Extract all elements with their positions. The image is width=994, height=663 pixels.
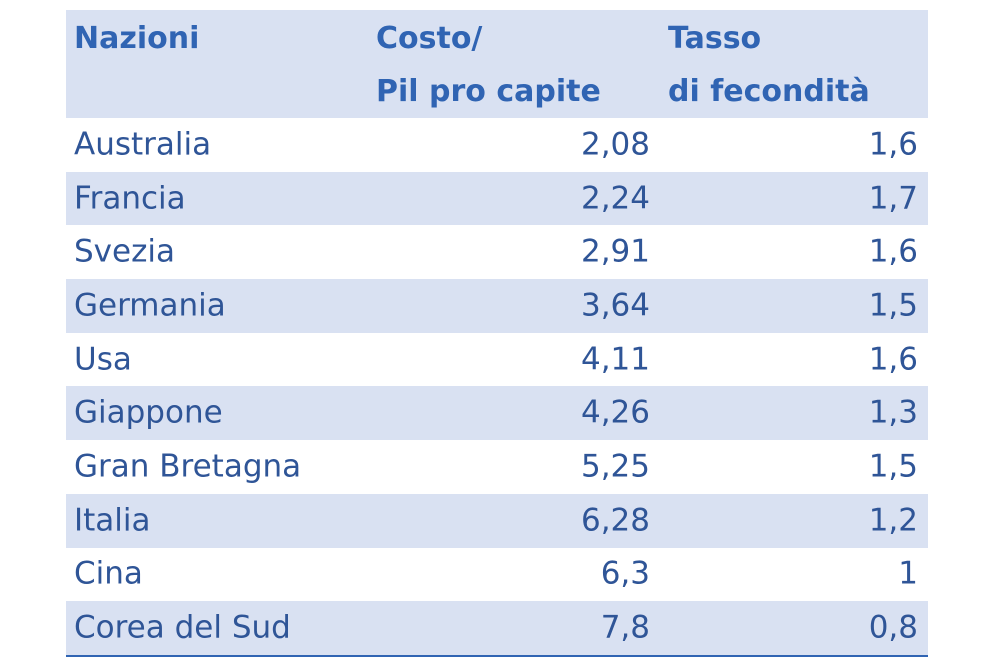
nation-cell: Gran Bretagna — [74, 448, 302, 485]
rate-cell: 1,6 — [868, 126, 918, 163]
table-row: Francia 2,24 1,7 — [66, 171, 928, 226]
rate-cell: 1,6 — [868, 341, 918, 378]
table-row: Germania 3,64 1,5 — [66, 279, 928, 333]
table-row: Gran Bretagna 5,25 1,5 — [66, 440, 928, 494]
cost-cell: 7,8 — [600, 609, 650, 646]
cost-cell: 4,26 — [580, 394, 650, 431]
cost-cell: 3,64 — [580, 287, 650, 324]
nation-cell: Svezia — [74, 233, 175, 270]
table-row: Australia 2,08 1,6 — [66, 118, 928, 172]
nation-cell: Usa — [74, 341, 132, 378]
rate-cell: 1,3 — [868, 394, 918, 431]
table-body: Australia 2,08 1,6 Francia 2,24 1,7 Svez… — [66, 118, 928, 655]
rate-cell: 1,5 — [868, 448, 918, 485]
nation-cell: Giappone — [74, 394, 223, 431]
table-bottom-rule — [66, 654, 928, 657]
cost-cell: 6,28 — [580, 502, 650, 539]
cost-cell: 4,11 — [580, 341, 650, 378]
data-table: Nazioni Costo/ Pil pro capite Tasso di f… — [66, 10, 928, 657]
table-row: Svezia 2,91 1,6 — [66, 225, 928, 279]
nation-cell: Australia — [74, 126, 212, 163]
nation-cell: Corea del Sud — [74, 609, 291, 646]
header-rate-line1: Tasso — [668, 21, 762, 56]
nation-cell: Italia — [74, 502, 151, 539]
cost-cell: 2,91 — [580, 233, 650, 270]
table-row: Giappone 4,26 1,3 — [66, 386, 928, 441]
rate-cell: 1,6 — [868, 233, 918, 270]
header-cost-line2: Pil pro capite — [376, 74, 601, 109]
table-header: Nazioni Costo/ Pil pro capite Tasso di f… — [66, 10, 928, 118]
rate-cell: 1,5 — [868, 287, 918, 324]
cost-cell: 6,3 — [600, 555, 650, 592]
cost-cell: 2,08 — [580, 126, 650, 163]
header-rate-line2: di fecondità — [668, 74, 870, 109]
table-row: Italia 6,28 1,2 — [66, 493, 928, 548]
nation-cell: Germania — [74, 287, 226, 324]
table-row: Corea del Sud 7,8 0,8 — [66, 601, 928, 655]
header-nations: Nazioni — [74, 21, 200, 56]
nation-cell: Francia — [74, 180, 186, 217]
header-cost-line1: Costo/ — [376, 21, 483, 56]
table-row: Cina 6,3 1 — [66, 548, 928, 602]
cost-cell: 2,24 — [580, 180, 650, 217]
cost-cell: 5,25 — [580, 448, 650, 485]
rate-cell: 1 — [898, 555, 918, 592]
table-row: Usa 4,11 1,6 — [66, 333, 928, 387]
rate-cell: 1,7 — [868, 180, 918, 217]
nation-cell: Cina — [74, 555, 143, 592]
rate-cell: 0,8 — [868, 609, 918, 646]
rate-cell: 1,2 — [868, 502, 918, 539]
